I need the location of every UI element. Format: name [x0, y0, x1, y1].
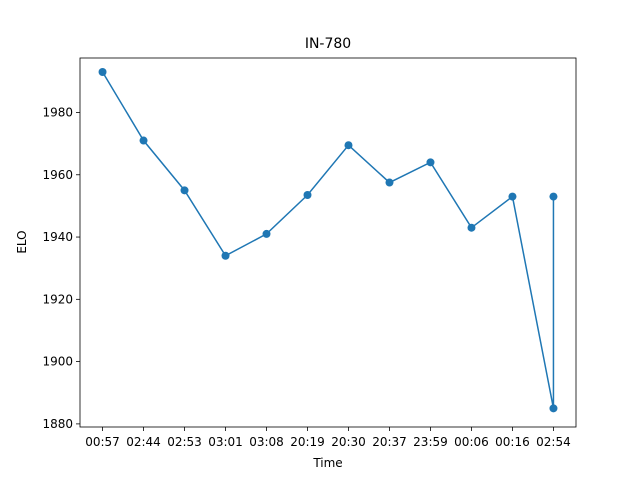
data-point [508, 192, 517, 201]
x-tick-label: 20:19 [290, 435, 325, 449]
x-tick-label: 00:57 [85, 435, 120, 449]
data-point [467, 223, 476, 232]
data-point [385, 178, 394, 187]
y-tick-label: 1880 [42, 417, 73, 431]
data-point [221, 251, 230, 260]
y-tick-label: 1960 [42, 168, 73, 182]
chart-title: IN-780 [305, 36, 351, 52]
x-tick-label: 03:01 [208, 435, 243, 449]
x-tick-label: 20:30 [331, 435, 366, 449]
y-tick-label: 1980 [42, 105, 73, 119]
data-point [549, 192, 558, 201]
data-point [303, 191, 312, 200]
x-tick-label: 03:08 [249, 435, 284, 449]
x-tick-label: 23:59 [413, 435, 448, 449]
y-axis-label: ELO [15, 230, 29, 253]
y-tick-label: 1900 [42, 355, 73, 369]
y-tick-label: 1940 [42, 230, 73, 244]
plot-area: 00:57 02:44 02:53 03:01 03:08 20:19 20:30 20:37… [42, 57, 577, 449]
data-point [344, 141, 353, 150]
x-tick-label: 00:06 [454, 435, 489, 449]
data-point [262, 229, 271, 238]
x-tick-label: 02:54 [536, 435, 571, 449]
x-tick-label: 02:53 [167, 435, 202, 449]
x-tick-label: 20:37 [372, 435, 407, 449]
data-point [549, 404, 558, 413]
data-point [139, 136, 148, 145]
x-axis-label: Time [312, 456, 342, 470]
data-point [180, 186, 189, 195]
x-tick-label: 02:44 [126, 435, 161, 449]
x-tick-label: 00:16 [495, 435, 530, 449]
data-point [426, 158, 435, 167]
data-point [98, 68, 107, 77]
axes-frame [79, 57, 577, 428]
y-tick-label: 1920 [42, 292, 73, 306]
